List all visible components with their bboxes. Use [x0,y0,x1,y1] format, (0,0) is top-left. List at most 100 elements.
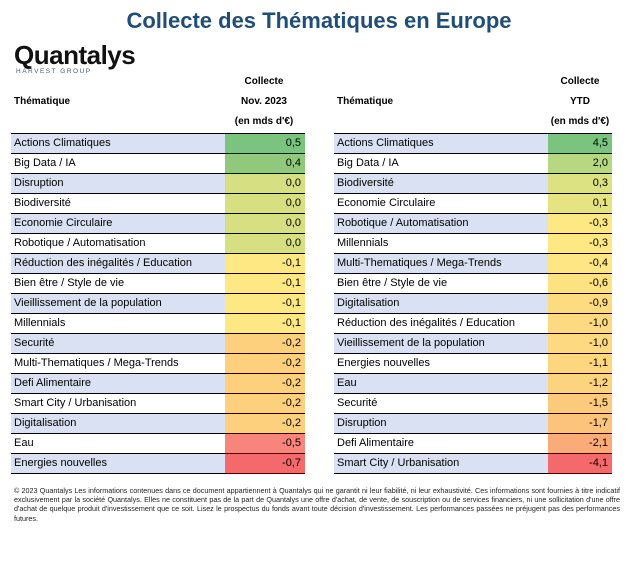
flow-value-cell: -1,7 [548,414,612,433]
left-col-header-line1: Collecte [244,76,284,87]
flow-value-cell: -0,1 [225,274,305,293]
table-row: Actions Climatiques 0,5 [11,133,305,153]
page-title: Collecte des Thématiques en Europe [126,8,512,33]
table-row: Eau -0,5 [11,433,305,453]
flow-value-cell: 0,0 [225,174,305,193]
flow-value-cell: -0,1 [225,254,305,273]
right-table-ytd: Actions Climatiques 4,5 Big Data / IA 2,0 Bi… [334,133,612,474]
table-row: Eau -1,2 [334,373,612,393]
right-col-header-line2: YTD [570,96,590,107]
theme-name-cell: Vieillissement de la population [334,334,548,353]
table-row: Economie Circulaire 0,1 [334,193,612,213]
theme-name-cell: Biodiversité [14,197,71,209]
logo-wordmark: Quantalys [14,40,136,70]
theme-name-cell: Digitalisation [334,294,548,313]
flow-value-cell: -0,7 [225,454,305,473]
table-row: Energies nouvelles -0,7 [11,453,305,474]
theme-name-cell: Disruption [334,414,548,433]
flow-value-cell: -0,2 [225,414,305,433]
theme-name-cell: Eau [14,437,34,449]
table-row: Multi-Thematiques / Mega-Trends -0,2 [11,353,305,373]
flow-value-cell: -0,2 [225,354,305,373]
theme-name-cell: Big Data / IA [337,157,399,169]
table-row: Securité -0,2 [11,333,305,353]
right-thematique-header: Thématique [337,96,394,107]
theme-name-cell: Vieillissement de la population [11,294,225,313]
theme-name-cell: Multi-Thematiques / Mega-Trends [14,357,179,369]
theme-name-cell: Energies nouvelles [337,357,430,369]
table-row: Disruption -1,7 [334,413,612,433]
flow-value-cell: -1,2 [548,374,612,393]
table-row: Robotique / Automatisation 0,0 [11,233,305,253]
flow-value-cell: -0,3 [548,214,612,233]
flow-value-cell: -0,2 [225,374,305,393]
flow-value-cell: 0,4 [225,154,305,173]
flow-value-cell: -2,1 [548,434,612,453]
table-row: Multi-Thematiques / Mega-Trends -0,4 [334,253,612,273]
theme-name-cell: Millennials [14,317,66,329]
theme-name-cell: Smart City / Urbanisation [334,454,548,473]
flow-value-cell: 0,3 [548,174,612,193]
flow-value-cell: -4,1 [548,454,612,473]
theme-name-cell: Millennials [337,237,389,249]
flow-value-cell: -0,4 [548,254,612,273]
flow-value-cell: 2,0 [548,154,612,173]
flow-value-cell: -0,9 [548,294,612,313]
theme-name-cell: Bien être / Style de vie [14,277,125,289]
theme-name-cell: Bien être / Style de vie [337,277,448,289]
table-row: Defi Alimentaire -2,1 [334,433,612,453]
table-row: Biodiversité 0,3 [334,173,612,193]
flow-value-cell: 4,5 [548,134,612,153]
theme-name-cell: Biodiversité [334,174,548,193]
table-row: Smart City / Urbanisation -0,2 [11,393,305,413]
table-row: Big Data / IA 2,0 [334,153,612,173]
logo-tagline: HARVEST GROUP [16,68,92,75]
legal-disclaimer: © 2023 Quantalys Les informations conten… [14,486,620,523]
table-row: Millennials -0,1 [11,313,305,333]
table-row: Big Data / IA 0,4 [11,153,305,173]
table-row: Biodiversité 0,0 [11,193,305,213]
left-thematique-header: Thématique [14,96,71,107]
theme-name-cell: Securité [337,397,378,409]
theme-name-cell: Robotique / Automatisation [334,214,548,233]
theme-name-cell: Economie Circulaire [11,214,225,233]
table-row: Actions Climatiques 4,5 [334,133,612,153]
flow-value-cell: 0,0 [225,194,305,213]
table-row: Bien être / Style de vie -0,6 [334,273,612,293]
left-col-header-line2: Nov. 2023 [241,96,287,107]
theme-name-cell: Energies nouvelles [11,454,225,473]
flow-value-cell: -0,2 [225,334,305,353]
flow-value-cell: -1,0 [548,334,612,353]
flow-value-cell: -1,5 [548,394,612,413]
theme-name-cell: Digitalisation [11,414,225,433]
flow-value-cell: -0,6 [548,274,612,293]
right-col-header-unit: (en mds d'€) [550,116,610,127]
theme-name-cell: Réduction des inégalités / Education [11,254,225,273]
theme-name-cell: Réduction des inégalités / Education [337,317,515,329]
flow-value-cell: -0,2 [225,394,305,413]
table-row: Réduction des inégalités / Education -0,1 [11,253,305,273]
flow-value-cell: -1,0 [548,314,612,333]
theme-name-cell: Economie Circulaire [337,197,436,209]
flow-value-cell: -0,1 [225,294,305,313]
theme-name-cell: Robotique / Automatisation [14,237,146,249]
table-row: Digitalisation -0,9 [334,293,612,313]
table-row: Economie Circulaire 0,0 [11,213,305,233]
flow-value-cell: 0,0 [225,234,305,253]
flow-value-cell: -1,1 [548,354,612,373]
table-row: Disruption 0,0 [11,173,305,193]
table-row: Bien être / Style de vie -0,1 [11,273,305,293]
flow-value-cell: -0,5 [225,434,305,453]
left-col-header-unit: (en mds d'€) [234,116,294,127]
theme-name-cell: Multi-Thematiques / Mega-Trends [334,254,548,273]
theme-name-cell: Big Data / IA [14,157,76,169]
theme-name-cell: Eau [334,374,548,393]
table-row: Defi Alimentaire -0,2 [11,373,305,393]
right-col-header-line1: Collecte [560,76,600,87]
table-row: Digitalisation -0,2 [11,413,305,433]
table-row: Millennials -0,3 [334,233,612,253]
theme-name-cell: Actions Climatiques [334,134,548,153]
table-row: Vieillissement de la population -0,1 [11,293,305,313]
table-row: Réduction des inégalités / Education -1,0 [334,313,612,333]
table-row: Smart City / Urbanisation -4,1 [334,453,612,474]
